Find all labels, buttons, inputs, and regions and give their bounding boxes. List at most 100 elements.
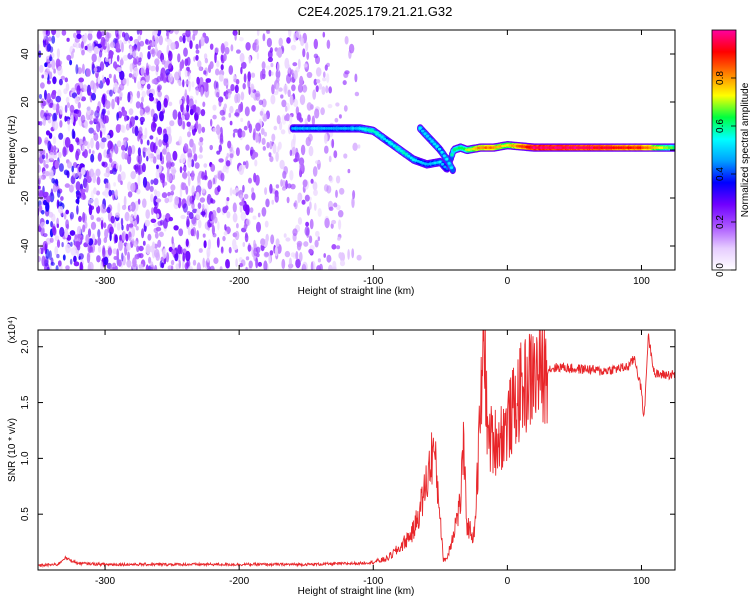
spectrogram-track-cell: [351, 126, 355, 130]
spectrogram-noise-cell: [64, 183, 71, 188]
spectrogram-noise-cell: [283, 84, 289, 95]
spectrogram-track-cell: [397, 147, 401, 151]
spectrogram-noise-cell: [195, 106, 200, 114]
spectrogram-noise-cell: [70, 51, 74, 59]
spectrogram-track-cell: [354, 126, 358, 130]
spectrogram-noise-cell: [44, 89, 47, 100]
spectrogram-noise-cell: [211, 225, 215, 235]
spectrogram-noise-cell: [166, 160, 172, 170]
spectrogram-track-cell: [542, 146, 546, 150]
spectrogram-noise-cell: [38, 255, 41, 263]
spectrogram-noise-cell: [100, 261, 104, 270]
spectrogram-noise-cell: [104, 228, 109, 239]
spectrogram-noise-cell: [279, 121, 283, 131]
spectrogram-noise-cell: [287, 183, 292, 189]
spectrogram-noise-cell: [326, 185, 332, 194]
spectrogram-noise-cell: [248, 55, 251, 64]
spectrogram-noise-cell: [71, 128, 75, 139]
spectrogram-noise-cell: [155, 136, 159, 147]
spectrogram-track-cell: [305, 126, 309, 130]
spectrogram-noise-cell: [184, 89, 187, 98]
spectrogram-noise-cell: [310, 261, 314, 270]
spectrogram-noise-cell: [79, 163, 85, 168]
colorbar-tick-label: 0.4: [715, 167, 726, 181]
spectrogram-noise-cell: [138, 126, 143, 135]
spectrogram-noise-cell: [67, 122, 71, 132]
spectrogram-noise-cell: [309, 218, 314, 230]
spectrogram-noise-cell: [135, 101, 141, 109]
spectrogram-noise-cell: [54, 246, 59, 256]
spectrogram-track-cell: [438, 160, 442, 164]
spectrogram-noise-cell: [302, 84, 308, 93]
spectrogram-noise-cell: [159, 151, 163, 162]
spectrogram-noise-cell: [88, 44, 93, 54]
spectrogram-noise-cell: [81, 144, 86, 152]
spectrogram-track-cell: [443, 165, 447, 169]
spectrogram-noise-cell: [204, 208, 208, 218]
spectrogram-noise-cell: [157, 126, 163, 136]
spectrogram-noise-cell: [335, 189, 338, 198]
spectrogram-noise-cell: [80, 96, 86, 102]
spectrogram-noise-cell: [186, 103, 190, 113]
spectrogram-noise-cell: [41, 210, 45, 215]
spectrogram-track-cell: [532, 146, 536, 150]
spectrogram-noise-cell: [108, 73, 112, 79]
spectrogram-noise-cell: [216, 60, 220, 68]
spectrogram-track-cell: [378, 134, 382, 137]
spectrogram-noise-cell: [119, 70, 125, 81]
spectrogram-noise-cell: [191, 159, 195, 168]
spectrogram-track-cell: [477, 146, 481, 150]
spectrogram-noise-cell: [228, 65, 234, 75]
spectrogram-noise-cell: [70, 241, 73, 247]
spectrogram-noise-cell: [146, 83, 151, 90]
spectrogram-noise-cell: [218, 144, 222, 152]
spectrogram-noise-cell: [250, 83, 255, 93]
spectrogram-noise-cell: [317, 57, 320, 62]
spectrogram-noise-cell: [243, 125, 248, 131]
spectrogram-noise-cell: [196, 230, 200, 240]
spectrogram-noise-cell: [157, 90, 162, 98]
spectrogram-noise-cell: [165, 151, 172, 163]
spectrogram-track-cell: [539, 146, 544, 150]
spectrogram-noise-cell: [121, 231, 127, 241]
spectrogram-noise-cell: [197, 174, 201, 184]
spectrogram-noise-cell: [126, 259, 132, 268]
spectrogram-track-cell: [419, 160, 423, 164]
spectrogram-noise-cell: [194, 99, 198, 104]
spectrogram-noise-cell: [122, 54, 129, 61]
spectrogram-noise-cell: [295, 251, 299, 260]
spectrogram-noise-cell: [302, 48, 306, 58]
spectrogram-noise-cell: [66, 54, 72, 61]
spectrogram-noise-cell: [239, 194, 244, 201]
spectrogram-noise-cell: [84, 45, 88, 51]
spectrogram-noise-cell: [116, 222, 121, 231]
spectrogram-noise-cell: [162, 214, 166, 220]
spectrogram-noise-cell: [105, 134, 111, 140]
spectrogram-noise-cell: [51, 59, 56, 70]
spectrogram-noise-cell: [285, 179, 288, 190]
spectrogram-noise-cell: [315, 85, 319, 93]
spectrogram-track-cell: [544, 146, 548, 150]
spectrogram-noise-cell: [150, 218, 157, 223]
spectrogram-track-cell: [489, 146, 493, 150]
spectrogram-noise-cell: [354, 91, 360, 97]
spectrogram-noise-cell: [232, 189, 237, 195]
spectrogram-noise-cell: [182, 166, 187, 171]
spectrogram-noise-cell: [186, 94, 190, 106]
spectrogram-noise-cell: [80, 194, 87, 200]
spectrogram-track-cell: [537, 146, 541, 150]
spectrogram-noise-cell: [77, 233, 82, 239]
spectrogram-noise-cell: [150, 121, 157, 133]
spectrogram-noise-cell: [187, 176, 191, 187]
spectrogram-noise-cell: [101, 108, 107, 115]
spectrogram-noise-cell: [187, 157, 192, 169]
spectrogram-noise-cell: [188, 98, 194, 109]
spectrogram-track-cell: [402, 151, 406, 155]
spectrogram-noise-cell: [247, 71, 251, 82]
spectrogram-noise-cell: [114, 189, 118, 199]
spectrogram-noise-cell: [116, 248, 119, 259]
spectrogram-noise-cell: [112, 248, 118, 255]
spectrogram-noise-cell: [42, 30, 46, 36]
spectrogram-noise-cell: [96, 217, 101, 222]
spectrogram-noise-cell: [277, 62, 281, 72]
